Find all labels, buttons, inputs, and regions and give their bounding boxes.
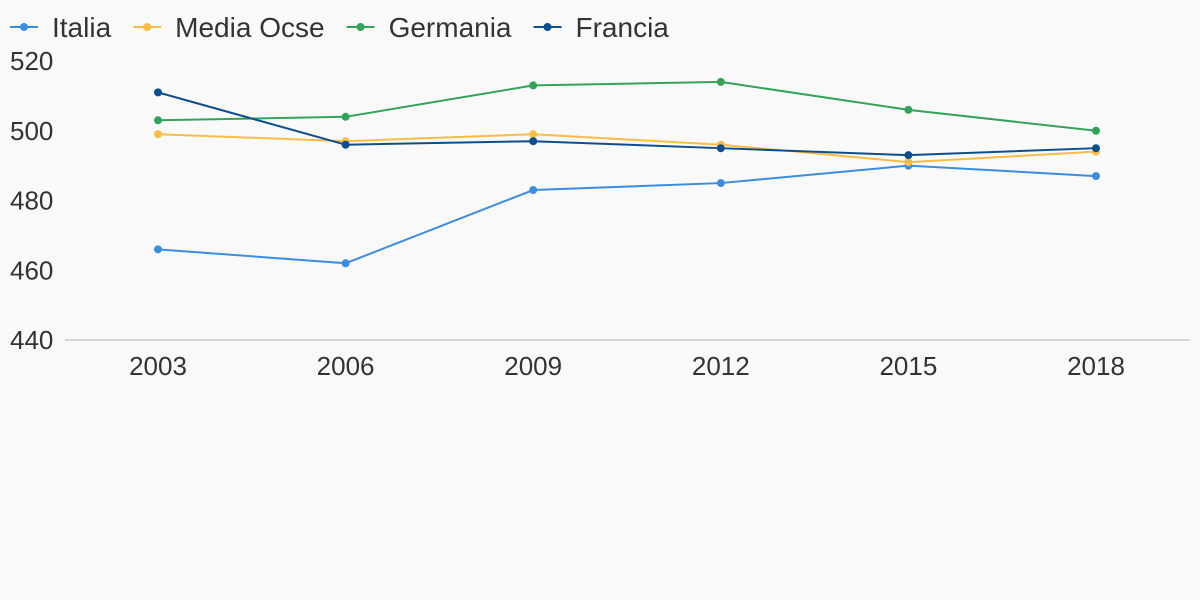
y-tick-label: 440 xyxy=(10,325,53,355)
data-point xyxy=(154,245,162,254)
legend-item: Germania xyxy=(346,12,512,43)
series-francia xyxy=(154,88,1100,160)
y-tick-label: 500 xyxy=(10,116,53,146)
series-line xyxy=(157,164,1097,265)
data-point xyxy=(1092,126,1100,135)
data-point xyxy=(716,77,725,86)
legend-label: Francia xyxy=(576,12,670,43)
data-point xyxy=(1092,172,1100,181)
data-point xyxy=(154,130,162,139)
data-point xyxy=(341,112,350,121)
legend-swatch-marker xyxy=(543,23,552,31)
legend-item: Francia xyxy=(533,12,670,43)
series-group xyxy=(154,77,1100,268)
legend: Italia Media Ocse Germania Francia xyxy=(10,12,669,43)
legend-label: Media Ocse xyxy=(175,12,324,43)
x-tick-label: 2003 xyxy=(129,351,187,381)
legend-label: Italia xyxy=(52,12,112,43)
series-line xyxy=(157,133,1097,164)
y-tick-label: 480 xyxy=(10,186,53,216)
data-point xyxy=(341,259,350,268)
x-tick-label: 2006 xyxy=(317,351,375,381)
x-tick-label: 2009 xyxy=(504,351,562,381)
data-point xyxy=(341,140,350,149)
data-point xyxy=(154,88,162,97)
y-tick-label: 520 xyxy=(10,46,53,76)
data-point xyxy=(904,158,913,167)
legend-item: Italia xyxy=(10,12,112,43)
legend-swatch-marker xyxy=(20,23,28,31)
data-point xyxy=(716,179,725,188)
data-point xyxy=(529,81,538,90)
data-point xyxy=(904,105,913,114)
series-media-ocse xyxy=(154,130,1100,167)
series-line xyxy=(157,91,1097,157)
x-tick-label: 2015 xyxy=(879,351,937,381)
data-point xyxy=(1092,144,1100,153)
x-tick-label: 2018 xyxy=(1067,351,1125,381)
legend-label: Germania xyxy=(389,12,512,43)
data-point xyxy=(529,130,538,139)
data-point xyxy=(904,151,913,160)
series-line xyxy=(157,80,1097,132)
data-point xyxy=(716,144,725,153)
legend-item: Media Ocse xyxy=(133,12,325,43)
y-tick-label: 460 xyxy=(10,255,53,285)
x-tick-label: 2012 xyxy=(692,351,750,381)
y-axis: 520 500 480 460 440 xyxy=(10,46,53,355)
data-point xyxy=(529,186,538,195)
legend-swatch-marker xyxy=(356,23,365,31)
data-point xyxy=(154,116,162,125)
x-axis: 2003 2006 2009 2012 2015 2018 xyxy=(129,351,1125,381)
series-italia xyxy=(154,161,1100,268)
series-germania xyxy=(154,77,1100,135)
data-point xyxy=(529,137,538,146)
legend-swatch-marker xyxy=(143,23,152,31)
